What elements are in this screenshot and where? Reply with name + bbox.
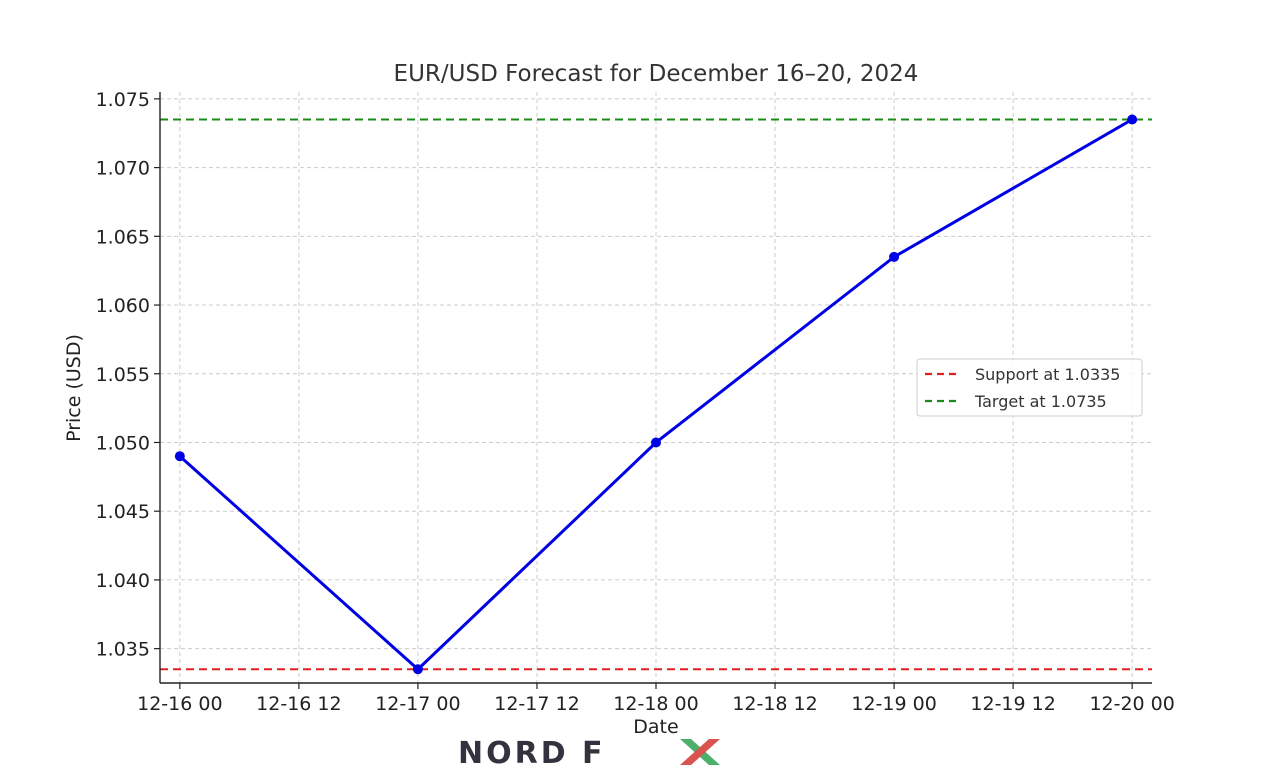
y-axis-label: Price (USD) — [63, 334, 85, 442]
chart-title: EUR/USD Forecast for December 16–20, 202… — [394, 61, 919, 87]
x-tick-label: 12-17 00 — [375, 693, 460, 715]
reference-lines — [160, 118, 1152, 671]
x-tick-label: 12-19 00 — [851, 693, 936, 715]
data-point — [651, 437, 661, 448]
y-tick-label: 1.070 — [96, 158, 150, 180]
tick-labels: 12-16 00 12-16 12 12-17 00 12-17 12 12-18 00… — [96, 89, 1175, 715]
y-tick-label: 1.040 — [96, 570, 150, 592]
y-tick-label: 1.055 — [96, 364, 150, 386]
data-point — [412, 664, 423, 675]
axes — [154, 92, 1152, 689]
x-tick-label: 12-19 12 — [970, 693, 1055, 715]
data-point — [889, 251, 900, 262]
x-tick-label: 12-16 12 — [256, 693, 341, 715]
x-tick-label: 12-17 12 — [494, 693, 579, 715]
logo-x-mark — [680, 739, 720, 765]
x-tick-label: 12-20 00 — [1089, 693, 1174, 715]
legend-label: Support at 1.0335 — [975, 365, 1120, 384]
y-tick-label: 1.060 — [96, 295, 150, 317]
y-tick-label: 1.075 — [96, 89, 150, 111]
legend-label: Target at 1.0735 — [974, 392, 1107, 411]
grid — [160, 92, 1152, 683]
data-point — [174, 451, 185, 462]
y-tick-label: 1.045 — [96, 501, 150, 523]
series — [174, 114, 1138, 675]
x-tick-label: 12-16 00 — [137, 693, 222, 715]
logo-nord-f: NORD F — [458, 736, 606, 768]
x-tick-label: 12-18 12 — [732, 693, 817, 715]
x-tick-label: 12-18 00 — [613, 693, 698, 715]
nordfx-logo: NORD F — [458, 736, 720, 768]
legend-box — [916, 358, 1143, 417]
y-tick-label: 1.065 — [96, 226, 150, 248]
data-point — [1127, 114, 1138, 125]
legend: Support at 1.0335 Target at 1.0735 — [916, 358, 1143, 417]
y-tick-label: 1.035 — [96, 639, 150, 661]
x-axis-label: Date — [633, 716, 678, 738]
y-tick-label: 1.050 — [96, 432, 150, 454]
